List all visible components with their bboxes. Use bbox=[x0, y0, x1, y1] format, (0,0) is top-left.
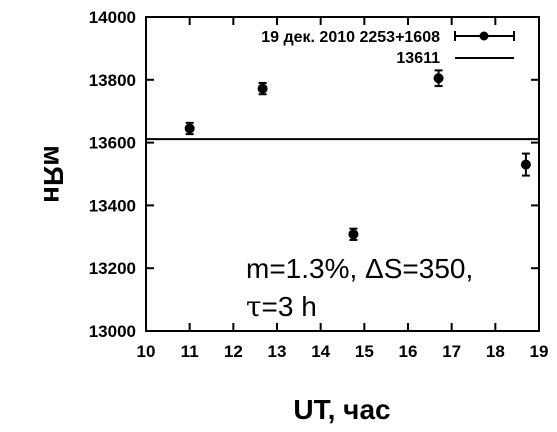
legend-swatch-series-marker bbox=[479, 31, 489, 41]
y-axis-label: мЯн bbox=[38, 145, 69, 203]
y-tick-label: 13800 bbox=[89, 71, 136, 90]
data-point bbox=[433, 73, 444, 84]
x-tick-label: 11 bbox=[181, 342, 199, 361]
legend-label-series: 19 дек. 2010 2253+1608 bbox=[261, 29, 440, 46]
y-tick-label: 13400 bbox=[89, 196, 136, 215]
legend-label-reference: 13611 bbox=[396, 50, 440, 67]
x-tick-label: 19 bbox=[530, 342, 549, 361]
legend: 19 дек. 2010 2253+1608 13611 bbox=[261, 29, 515, 67]
y-tick-label: 14000 bbox=[89, 8, 136, 27]
data-points bbox=[184, 69, 531, 241]
tau-symbol: τ bbox=[246, 290, 262, 323]
x-tick-label: 13 bbox=[268, 342, 287, 361]
x-tick-label: 17 bbox=[442, 342, 461, 361]
x-axis-ticks: 10 11 12 13 14 15 16 17 18 19 bbox=[137, 17, 549, 361]
annotation-tau: τ=3 h bbox=[246, 290, 317, 323]
y-axis-ticks: 13000 13200 13400 13600 13800 14000 bbox=[89, 8, 539, 341]
x-axis-label: UT, час bbox=[293, 394, 390, 425]
x-tick-label: 14 bbox=[311, 342, 330, 361]
x-tick-label: 18 bbox=[486, 342, 505, 361]
annotation-modulation: m=1.3%, ΔS=350, bbox=[246, 253, 473, 284]
data-point bbox=[184, 123, 195, 134]
x-tick-label: 10 bbox=[137, 342, 156, 361]
y-tick-label: 13200 bbox=[89, 259, 136, 278]
data-point bbox=[520, 159, 531, 170]
y-tick-label: 13600 bbox=[89, 134, 136, 153]
y-tick-label: 13000 bbox=[89, 322, 136, 341]
x-tick-label: 15 bbox=[355, 342, 374, 361]
data-point bbox=[257, 83, 268, 94]
x-tick-label: 16 bbox=[399, 342, 418, 361]
x-tick-label: 12 bbox=[224, 342, 243, 361]
tau-value: =3 h bbox=[262, 291, 317, 322]
data-point bbox=[348, 229, 359, 240]
plot-frame bbox=[145, 16, 540, 332]
